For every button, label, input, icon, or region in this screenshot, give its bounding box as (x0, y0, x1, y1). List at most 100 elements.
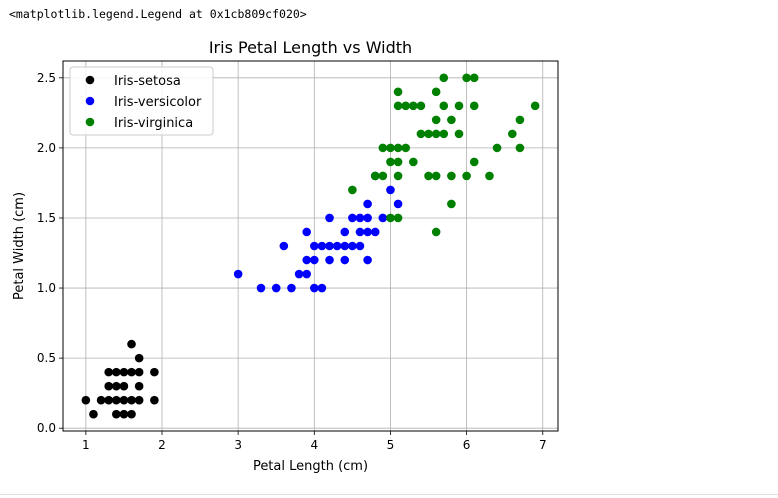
scatter-point (409, 157, 418, 167)
scatter-point (325, 241, 334, 251)
scatter-point (332, 241, 342, 251)
scatter-point (325, 255, 334, 265)
scatter-point (134, 381, 144, 391)
scatter-point (348, 241, 357, 251)
scatter-point (469, 157, 479, 167)
scatter-point (294, 269, 304, 279)
scatter-point (424, 129, 433, 139)
scatter-point (112, 395, 121, 405)
scatter-point (401, 101, 410, 111)
scatter-point (119, 367, 129, 377)
scatter-point (508, 129, 517, 139)
legend-label: Iris-setosa (114, 74, 181, 89)
scatter-point (386, 213, 395, 223)
scatter-point (287, 283, 296, 293)
scatter-point (302, 227, 311, 237)
scatter-point (386, 143, 395, 153)
cell-output-text: <matplotlib.legend.Legend at 0x1cb809cf0… (9, 7, 307, 21)
scatter-point (386, 157, 395, 167)
scatter-point (119, 381, 129, 391)
x-axis-ticks: 1 2 3 4 5 6 7 (82, 431, 547, 452)
x-tick-label: 4 (310, 438, 318, 452)
chart-title: Iris Petal Length vs Width (209, 38, 412, 57)
scatter-point (485, 171, 494, 181)
scatter-point (127, 339, 136, 349)
scatter-point (310, 283, 319, 293)
scatter-point (355, 241, 365, 251)
scatter-point (393, 171, 403, 181)
scatter-point (363, 213, 372, 223)
scatter-point (134, 353, 144, 363)
scatter-point (112, 367, 121, 377)
scatter-point (393, 143, 403, 153)
data-points (81, 73, 540, 419)
scatter-point (348, 185, 357, 195)
legend-marker (85, 75, 95, 85)
scatter-point (355, 227, 365, 237)
legend-frame (69, 66, 214, 136)
scatter-point (431, 171, 441, 181)
x-tick-label: 1 (82, 438, 90, 452)
scatter-point (150, 395, 159, 405)
scatter-point (439, 73, 449, 83)
legend-label: Iris-virginica (114, 116, 193, 131)
scatter-point (530, 101, 540, 111)
scatter-point (515, 115, 525, 125)
scatter-point (469, 101, 479, 111)
scatter-point (439, 101, 449, 111)
scatter-point (119, 395, 129, 405)
scatter-point (378, 213, 388, 223)
legend: Iris-setosa Iris-versicolor Iris-virginica (69, 66, 214, 136)
scatter-point (370, 171, 380, 181)
scatter-point (340, 255, 350, 265)
scatter-point (317, 241, 327, 251)
scatter-point (409, 101, 418, 111)
scatter-point (355, 213, 365, 223)
scatter-point (340, 227, 350, 237)
scatter-point (462, 73, 471, 83)
scatter-point (431, 87, 441, 97)
plot-frame (62, 60, 559, 432)
x-axis-label: Petal Length (cm) (253, 459, 368, 474)
scatter-point (393, 87, 403, 97)
scatter-point (492, 143, 502, 153)
scatter-point (363, 255, 372, 265)
scatter-point (256, 283, 266, 293)
scatter-point (89, 409, 98, 419)
y-tick-label: 0.0 (37, 421, 56, 435)
scatter-point (233, 269, 243, 279)
scatter-point (515, 143, 525, 153)
scatter-point (386, 185, 395, 195)
scatter-point (127, 395, 136, 405)
scatter-point (348, 213, 357, 223)
y-axis-ticks: 0.0 0.5 1.0 1.5 2.0 2.5 (37, 71, 63, 435)
scatter-point (119, 409, 129, 419)
scatter-point (127, 367, 136, 377)
scatter-point (302, 269, 311, 279)
scatter-point (340, 241, 350, 251)
scatter-point (104, 367, 113, 377)
x-tick-label: 6 (463, 438, 471, 452)
legend-label: Iris-versicolor (114, 95, 202, 110)
scatter-point (279, 241, 289, 251)
scatter-point (393, 199, 403, 209)
scatter-point (96, 395, 106, 405)
y-tick-label: 2.0 (37, 141, 56, 155)
scatter-point (370, 227, 380, 237)
scatter-point (302, 255, 311, 265)
scatter-point (393, 157, 403, 167)
scatter-point (378, 143, 388, 153)
x-tick-label: 5 (387, 438, 395, 452)
scatter-point (104, 381, 113, 391)
x-tick-label: 7 (539, 438, 547, 452)
scatter-point (454, 129, 464, 139)
scatter-point (325, 213, 334, 223)
scatter-point (112, 409, 121, 419)
scatter-point (439, 129, 449, 139)
scatter-point (424, 171, 433, 181)
y-tick-label: 1.0 (37, 281, 56, 295)
scatter-point (393, 101, 403, 111)
scatter-point (393, 213, 403, 223)
scatter-point (462, 171, 471, 181)
scatter-point (271, 283, 281, 293)
